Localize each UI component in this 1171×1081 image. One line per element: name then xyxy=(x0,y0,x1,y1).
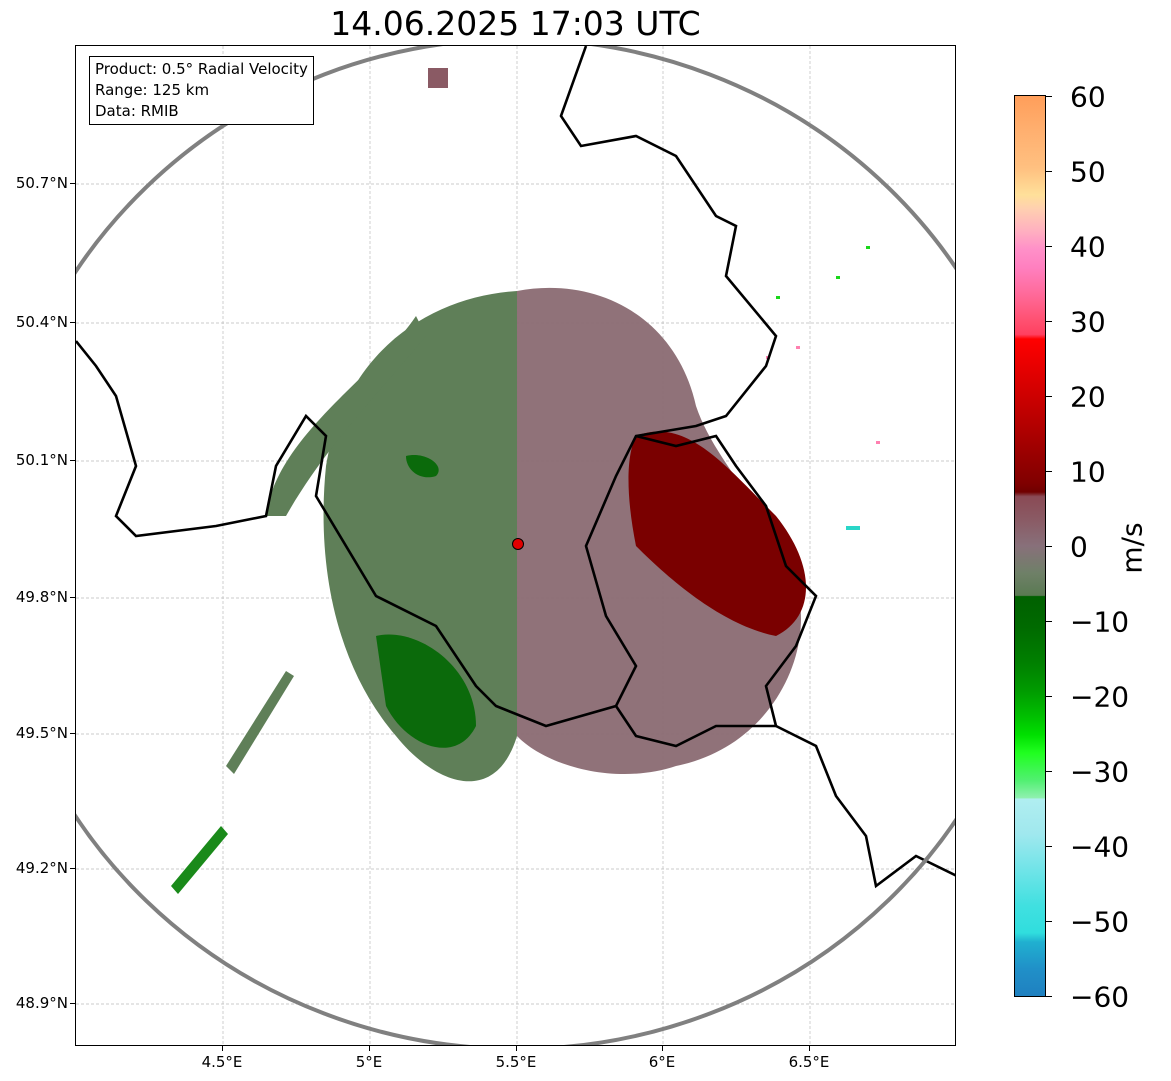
lat-tick-label: 50.1°N xyxy=(15,451,68,469)
colorbar-tick-label: −20 xyxy=(1070,680,1130,714)
lat-tick-label: 48.9°N xyxy=(15,994,68,1012)
lon-tick-mark xyxy=(809,1046,810,1051)
colorbar-tick-mark xyxy=(1046,171,1052,172)
info-product: Product: 0.5° Radial Velocity xyxy=(95,60,308,78)
colorbar-tick-label: −60 xyxy=(1070,980,1130,1014)
colorbar-tick-mark xyxy=(1046,321,1052,322)
lon-tick-mark xyxy=(369,1046,370,1051)
lat-tick-mark xyxy=(70,597,75,598)
lon-tick-label: 6°E xyxy=(648,1053,676,1071)
colorbar-tick-label: −10 xyxy=(1070,605,1130,639)
colorbar-tick-mark xyxy=(1046,396,1052,397)
info-data: Data: RMIB xyxy=(95,102,179,120)
colorbar-tick-label: 40 xyxy=(1070,230,1106,264)
colorbar-tick-label: −40 xyxy=(1070,830,1130,864)
colorbar-tick-mark xyxy=(1046,621,1052,622)
colorbar-tick-mark xyxy=(1046,771,1052,772)
radar-map-canvas xyxy=(76,46,955,1045)
colorbar-unit-label: m/s xyxy=(1115,522,1149,574)
colorbar-tick-mark xyxy=(1046,846,1052,847)
country-borders xyxy=(76,46,955,889)
colorbar-tick-mark xyxy=(1046,921,1052,922)
lat-tick-mark xyxy=(70,868,75,869)
lat-tick-mark xyxy=(70,733,75,734)
velocity-echoes xyxy=(171,68,880,894)
lat-tick-label: 49.8°N xyxy=(15,588,68,606)
colorbar-tick-label: 0 xyxy=(1070,530,1088,564)
lat-tick-label: 49.2°N xyxy=(15,859,68,877)
lat-tick-mark xyxy=(70,460,75,461)
lat-tick-mark xyxy=(70,322,75,323)
colorbar-tick-mark xyxy=(1046,246,1052,247)
lon-tick-label: 5.5°E xyxy=(495,1053,537,1071)
colorbar-tick-mark xyxy=(1046,96,1052,97)
colorbar-tick-label: −30 xyxy=(1070,755,1130,789)
lat-tick-mark xyxy=(70,1003,75,1004)
colorbar-tick-mark xyxy=(1046,696,1052,697)
colorbar-tick-label: 20 xyxy=(1070,380,1106,414)
lat-tick-label: 49.5°N xyxy=(15,724,68,742)
colorbar-tick-label: 50 xyxy=(1070,155,1106,189)
colorbar-tick-mark xyxy=(1046,996,1052,997)
colorbar-tick-label: −50 xyxy=(1070,905,1130,939)
lon-tick-label: 4.5°E xyxy=(201,1053,243,1071)
colorbar-tick-label: 30 xyxy=(1070,305,1106,339)
lon-tick-mark xyxy=(516,1046,517,1051)
lat-tick-label: 50.7°N xyxy=(15,174,68,192)
lon-tick-label: 6.5°E xyxy=(788,1053,830,1071)
colorbar-tick-mark xyxy=(1046,471,1052,472)
colorbar-tick-mark xyxy=(1046,546,1052,547)
lon-tick-mark xyxy=(662,1046,663,1051)
product-info-box: Product: 0.5° Radial Velocity Range: 125… xyxy=(89,56,314,125)
lat-tick-label: 50.4°N xyxy=(15,313,68,331)
lat-tick-mark xyxy=(70,183,75,184)
radar-map xyxy=(75,45,956,1046)
plot-title: 14.06.2025 17:03 UTC xyxy=(330,4,701,43)
colorbar-tick-label: 10 xyxy=(1070,455,1106,489)
colorbar-tick-label: 60 xyxy=(1070,80,1106,114)
lon-tick-label: 5°E xyxy=(355,1053,383,1071)
lon-tick-mark xyxy=(222,1046,223,1051)
velocity-colorbar xyxy=(1014,95,1046,997)
radar-site-marker xyxy=(512,538,524,550)
info-range: Range: 125 km xyxy=(95,81,210,99)
